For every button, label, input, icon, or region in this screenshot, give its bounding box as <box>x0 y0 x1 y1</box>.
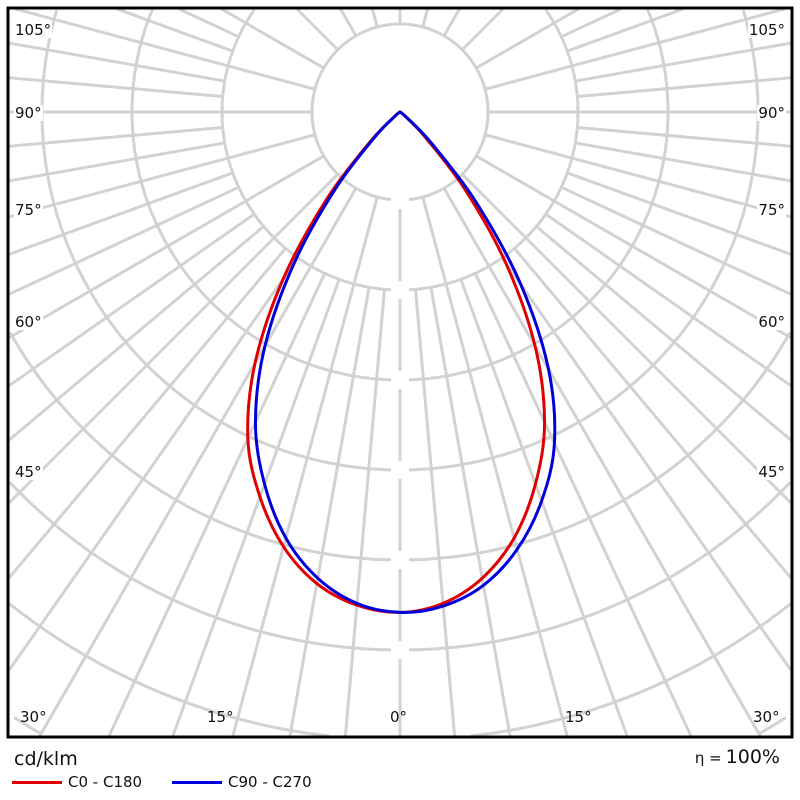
radial-gridline <box>8 141 225 183</box>
radial-gridline <box>545 212 792 388</box>
radial-gridline <box>339 8 358 37</box>
legend-swatch-blue <box>172 780 222 784</box>
radial-gridline <box>8 41 225 83</box>
radial-gridline <box>575 41 792 83</box>
ring-label-gap <box>391 551 409 569</box>
efficiency-label: η = <box>694 749 722 767</box>
ring-label-gap <box>391 461 409 479</box>
angle-label-left-75: 75° <box>14 201 43 219</box>
legend-label: C90 - C270 <box>228 773 312 791</box>
ring-gridline <box>130 8 400 382</box>
radial-gridline <box>15 7 316 91</box>
angle-label-right-90: 90° <box>757 104 786 122</box>
ring-gridline <box>13 716 42 736</box>
radial-gridline <box>370 8 379 28</box>
angle-label-right-75: 75° <box>757 201 786 219</box>
ring-gridline <box>400 481 792 652</box>
angle-label-bottom-15-left: 15° <box>207 708 234 726</box>
ring-gridline <box>8 331 400 562</box>
radial-gridline <box>231 196 379 737</box>
angle-label-left-90: 90° <box>14 104 43 122</box>
efficiency-value: 100% <box>725 746 780 768</box>
radial-gridline <box>8 154 325 340</box>
radial-gridline <box>473 272 693 737</box>
angle-label-right-60: 60° <box>757 313 786 331</box>
radial-gridline <box>288 287 371 737</box>
radial-gridline <box>178 7 240 39</box>
ring-gridline <box>470 602 792 738</box>
ring-gridline <box>400 9 580 292</box>
angle-label-left-45: 45° <box>14 463 43 481</box>
radial-gridline <box>295 7 339 51</box>
radial-gridline <box>8 171 234 256</box>
angle-label-right-105: 105° <box>747 21 786 39</box>
radial-gridline <box>107 272 327 737</box>
radial-gridline <box>220 7 325 70</box>
radial-gridline <box>7 247 287 579</box>
radial-gridline <box>484 7 785 91</box>
radial-gridline <box>475 154 792 340</box>
legend-item-c0-c180: C0 - C180 <box>12 773 142 791</box>
radial-gridline <box>566 171 792 256</box>
radial-gridline <box>484 133 792 219</box>
radial-gridline <box>461 173 793 505</box>
radial-gridline <box>560 7 622 39</box>
radial-gridline <box>7 257 300 672</box>
radial-gridline <box>560 185 792 296</box>
radial-gridline <box>575 141 792 183</box>
radial-gridline <box>513 247 793 579</box>
ring-label-gap <box>391 191 409 209</box>
legend-item-c90-c270: C90 - C270 <box>172 773 312 791</box>
radial-gridline <box>429 287 512 737</box>
radial-gridline <box>421 8 430 28</box>
angle-label-left-60: 60° <box>14 313 43 331</box>
radial-gridline <box>8 185 240 296</box>
radial-gridline <box>8 212 255 388</box>
efficiency: η = 100% <box>695 746 780 768</box>
series-curve-1 <box>253 110 557 614</box>
legend-label: C0 - C180 <box>68 773 143 791</box>
radial-gridline <box>8 225 265 442</box>
radial-gridline <box>421 196 569 737</box>
radial-gridline <box>566 7 684 53</box>
angle-label-bottom-15-right: 15° <box>565 708 592 726</box>
angle-label-bottom-30-left: 30° <box>20 708 47 726</box>
angle-label-bottom-30-right: 30° <box>753 708 780 726</box>
angle-label-bottom-0: 0° <box>390 708 408 726</box>
radial-gridline <box>8 133 316 219</box>
radial-gridline <box>442 187 762 737</box>
radial-gridline <box>171 278 341 737</box>
radial-gridline <box>38 187 358 737</box>
ring-gridline <box>220 9 400 292</box>
radial-gridline <box>442 8 461 37</box>
radial-gridline <box>500 257 793 672</box>
ring-gridline <box>8 481 400 652</box>
angle-label-right-45: 45° <box>757 463 786 481</box>
legend-swatch-red <box>12 780 62 784</box>
radial-gridline <box>459 278 629 737</box>
radial-gridline <box>343 289 386 737</box>
ring-gridline <box>400 331 792 562</box>
ring-gridline <box>310 22 490 202</box>
ring-gridline <box>400 8 670 382</box>
polar-grid <box>7 7 793 738</box>
radial-gridline <box>535 225 792 442</box>
ring-label-gap <box>391 641 409 659</box>
ring-label-gap <box>391 281 409 299</box>
unit-label: cd/klm <box>14 748 78 770</box>
radial-gridline <box>116 7 234 53</box>
ring-gridline <box>758 716 787 736</box>
plot-frame <box>6 6 794 739</box>
radial-gridline <box>7 173 339 505</box>
radial-gridline <box>475 7 580 70</box>
radial-gridline <box>461 7 505 51</box>
ring-gridline <box>8 602 330 738</box>
radial-gridline <box>414 289 457 737</box>
curves <box>246 110 557 614</box>
angle-label-left-105: 105° <box>14 21 53 39</box>
ring-label-gap <box>391 371 409 389</box>
